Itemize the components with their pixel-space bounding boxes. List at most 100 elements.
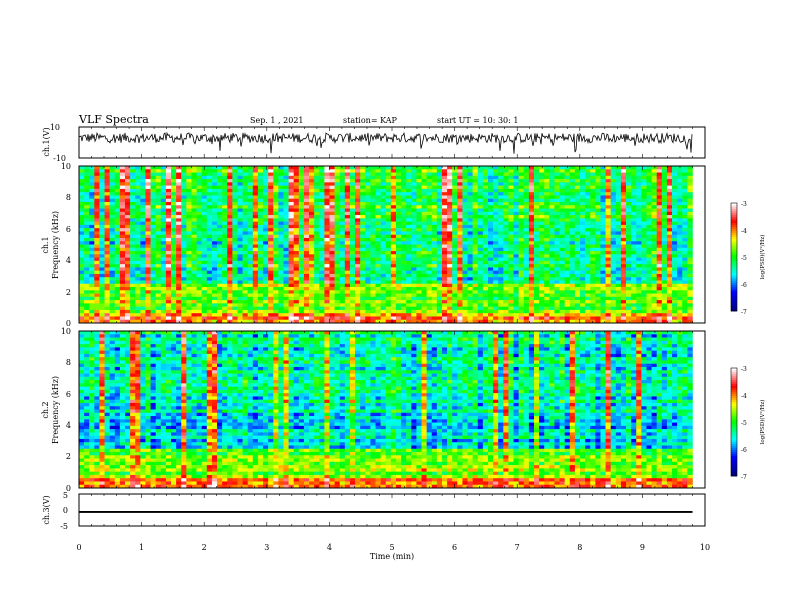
spectrogram-cell [487,182,494,186]
spectrogram-cell [395,198,402,203]
spectrogram-cell [114,188,121,193]
spectrogram-cell [79,166,85,170]
spectrogram-cell [283,205,289,209]
spectrogram-cell [79,313,85,317]
spectrogram-cell [431,182,438,186]
spectrogram-cell [140,270,146,275]
spectrogram-cell [288,179,295,183]
spectrogram-cell [503,169,509,173]
spectrogram-cell [79,224,85,229]
spectrogram-cell [130,319,136,324]
spectrogram-cell [498,215,504,219]
spectrogram-cell [242,244,248,249]
spectrogram-cell [109,273,116,278]
spectrogram-cell [104,169,110,173]
spectrogram-cell [416,215,422,219]
spectrogram-cell [385,264,392,268]
spectrogram-cell [406,300,412,304]
spectrogram-cell [309,228,315,232]
spectrogram-cell [462,300,468,304]
spectrogram-cell [528,192,535,196]
spectrogram-cell [477,264,484,268]
spectrogram-cell [319,280,325,285]
spectrogram-cell [242,179,248,183]
spectrogram-cell [416,192,422,196]
spectrogram-cell [380,211,387,216]
spectrogram-cell [273,198,279,203]
spectrogram-cell [165,172,172,177]
spectrogram-cell [247,303,254,307]
spectrogram-cell [508,300,514,304]
spectrogram-cell [564,241,571,245]
spectrogram-cell [237,300,243,304]
spectrogram-cell [252,182,259,186]
spectrogram-cell [140,208,146,213]
spectrogram-cell [217,277,223,281]
spectrogram-cell [441,192,448,196]
spectrogram-cell [416,247,422,252]
spectrogram-cell [534,264,540,268]
spectrogram-cell [467,309,473,314]
spectrogram-cell [355,182,361,186]
spectrogram-cell [360,257,366,262]
spectrogram-cell [222,254,228,258]
spectrogram-cell [191,198,197,203]
spectrogram-cell [472,293,479,298]
spectrogram-cell [171,273,177,278]
spectrogram-cell [217,211,223,216]
spectrogram-cell [155,267,162,271]
spectrogram-cell [206,264,213,268]
spectrogram-cell [227,179,233,183]
spectrogram-cell [390,221,397,226]
spectrogram-cell [370,277,376,281]
spectrogram-cell [539,211,545,216]
spectrogram-cell [99,254,105,258]
spectrogram-cell [125,215,131,219]
spectrogram-cell [165,188,172,193]
spectrogram-cell [171,241,177,245]
spectrogram-cell [580,218,586,222]
spectrogram-cell [293,179,300,183]
spectrogram-cell [569,309,576,314]
spectrogram-cell [355,306,361,311]
spectrogram-cell [487,290,494,294]
spectrogram-cell [257,277,264,281]
spectrogram-cell [360,182,366,186]
spectrogram-cell [237,228,243,232]
spectrogram-cell [344,169,351,173]
spectrogram-cell [380,237,387,242]
spectrogram-cell [401,221,407,226]
spectrogram-cell [257,306,264,311]
spectrogram-cell [600,231,606,235]
spectrogram-cell [482,195,489,200]
spectrogram-cell [119,273,126,278]
spectrogram-cell [160,221,167,226]
spectrogram-cell [493,280,499,285]
spectrogram-cell [411,185,417,190]
spectrogram-cell [329,313,335,317]
spectrogram-cell [242,241,248,245]
spectrogram-cell [171,267,177,271]
spectrogram-cell [176,201,182,206]
spectrogram-cell [181,260,187,265]
spectrogram-cell [217,198,223,203]
spectrogram-cell [457,293,463,298]
spectrogram-cell [564,211,571,216]
spectrogram-cell [155,166,162,170]
spectrogram-cell [191,260,197,265]
spectrogram-cell [119,277,126,281]
spectrogram-cell [257,179,264,183]
spectrogram-cell [549,247,555,252]
spectrogram-cell [140,175,146,180]
spectrogram-cell [544,215,550,219]
spectrogram-cell [135,188,141,193]
spectrogram-cell [273,195,279,200]
spectrogram-cell [196,192,202,196]
spectrogram-cell [569,283,576,288]
spectrogram-cell [176,221,182,226]
spectrogram-cell [539,188,545,193]
spectrogram-cell [441,198,448,203]
spectrogram-cell [513,306,519,311]
spectrogram-cell [493,224,499,229]
spectrogram-cell [155,228,162,232]
